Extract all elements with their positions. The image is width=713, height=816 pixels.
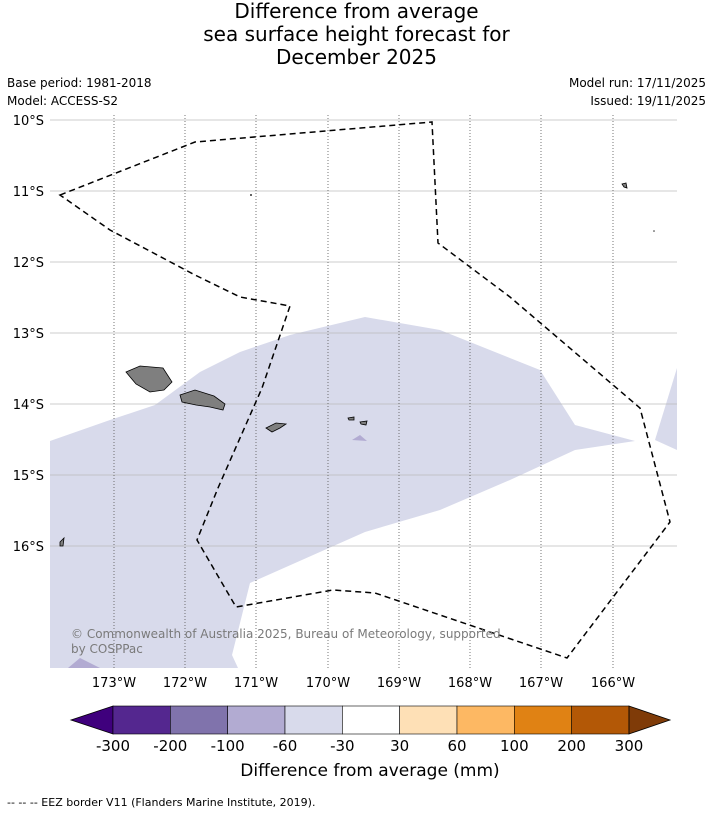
eez-border (58, 121, 671, 659)
title-line-2: sea surface height forecast for (203, 22, 510, 46)
copyright-line-2: by COSPPac (71, 642, 143, 656)
lon-label: 172°W (163, 676, 207, 691)
island-tau (359, 420, 368, 426)
island-small-1 (250, 194, 252, 196)
island-tutuila (265, 422, 288, 433)
eez-legend-note: -- -- -- EEZ border V11 (Flanders Marine… (7, 796, 316, 809)
colorbar-tick-label: -300 (96, 737, 130, 755)
title-line-1: Difference from average (234, 0, 479, 23)
colorbar-swatch (571, 705, 630, 735)
colorbar-tick-label: -200 (153, 737, 187, 755)
lat-label: 13°S (13, 327, 44, 342)
colorbar-tick-label: 30 (390, 737, 409, 755)
colorbar-swatch (514, 705, 572, 735)
island-rose (59, 536, 65, 547)
island-upolu (179, 389, 226, 411)
model-name: Model: ACCESS-S2 (7, 94, 119, 108)
model-run: Model run: 17/11/2025 (568, 76, 706, 90)
colorbar-tick-label: -60 (273, 737, 298, 755)
lon-label: 167°W (519, 676, 563, 691)
lat-label: 16°S (13, 540, 44, 555)
lon-label: 173°W (92, 676, 136, 691)
graticule (50, 119, 677, 547)
lat-label: 14°S (13, 398, 44, 413)
colorbar-swatch (284, 705, 343, 735)
colorbar-tick-label: 100 (500, 737, 529, 755)
issued-date: Issued: 19/11/2025 (590, 94, 706, 108)
colorbar-swatch (112, 705, 171, 735)
colorbar-swatch (456, 705, 515, 735)
colorbar-tick-label: 200 (557, 737, 586, 755)
colorbar-tick-label: -100 (211, 737, 245, 755)
island-savaii (125, 365, 173, 393)
lon-label: 171°W (234, 676, 278, 691)
island-small-2 (653, 230, 655, 232)
colorbar-swatch (170, 705, 228, 735)
colorbar-swatch (227, 705, 286, 735)
lon-label: 169°W (377, 676, 421, 691)
islands (59, 182, 628, 547)
colorbar: -300 -200 -100 -60 -30 30 60 100 200 300 (69, 705, 672, 755)
lon-label: 166°W (591, 676, 635, 691)
base-period: Base period: 1981-2018 (7, 76, 152, 90)
island-swains (621, 182, 628, 189)
meridians (113, 115, 614, 668)
title-line-3: December 2025 (276, 45, 437, 69)
meta-left: Base period: 1981-2018 Model: ACCESS-S2 (7, 74, 152, 110)
colorbar-extend-high (628, 705, 672, 735)
lat-label: 11°S (13, 185, 44, 200)
lat-label: 12°S (13, 256, 44, 271)
lat-label: 10°S (13, 114, 44, 129)
map-title: Difference from average sea surface heig… (0, 0, 713, 69)
lat-label: 15°S (13, 469, 44, 484)
colorbar-extend-low (69, 705, 114, 735)
island-ofu (347, 416, 355, 421)
colorbar-swatch (342, 705, 400, 735)
colorbar-tick-label: 300 (615, 737, 644, 755)
colorbar-swatch (399, 705, 458, 735)
copyright-line-1: © Commonwealth of Australia 2025, Bureau… (71, 627, 501, 641)
lon-label: 168°W (448, 676, 492, 691)
copyright-note: © Commonwealth of Australia 2025, Bureau… (71, 627, 501, 656)
colorbar-label: Difference from average (mm) (240, 761, 500, 781)
lon-labels: 173°W 172°W 171°W 170°W 169°W 168°W 167°… (92, 676, 635, 691)
meta-right: Model run: 17/11/2025 Issued: 19/11/2025 (569, 74, 706, 110)
lat-labels: 10°S 11°S 12°S 13°S 14°S 15°S 16°S (13, 114, 44, 555)
lon-label: 170°W (306, 676, 350, 691)
colorbar-tick-label: 60 (447, 737, 466, 755)
colorbar-tick-label: -30 (330, 737, 355, 755)
